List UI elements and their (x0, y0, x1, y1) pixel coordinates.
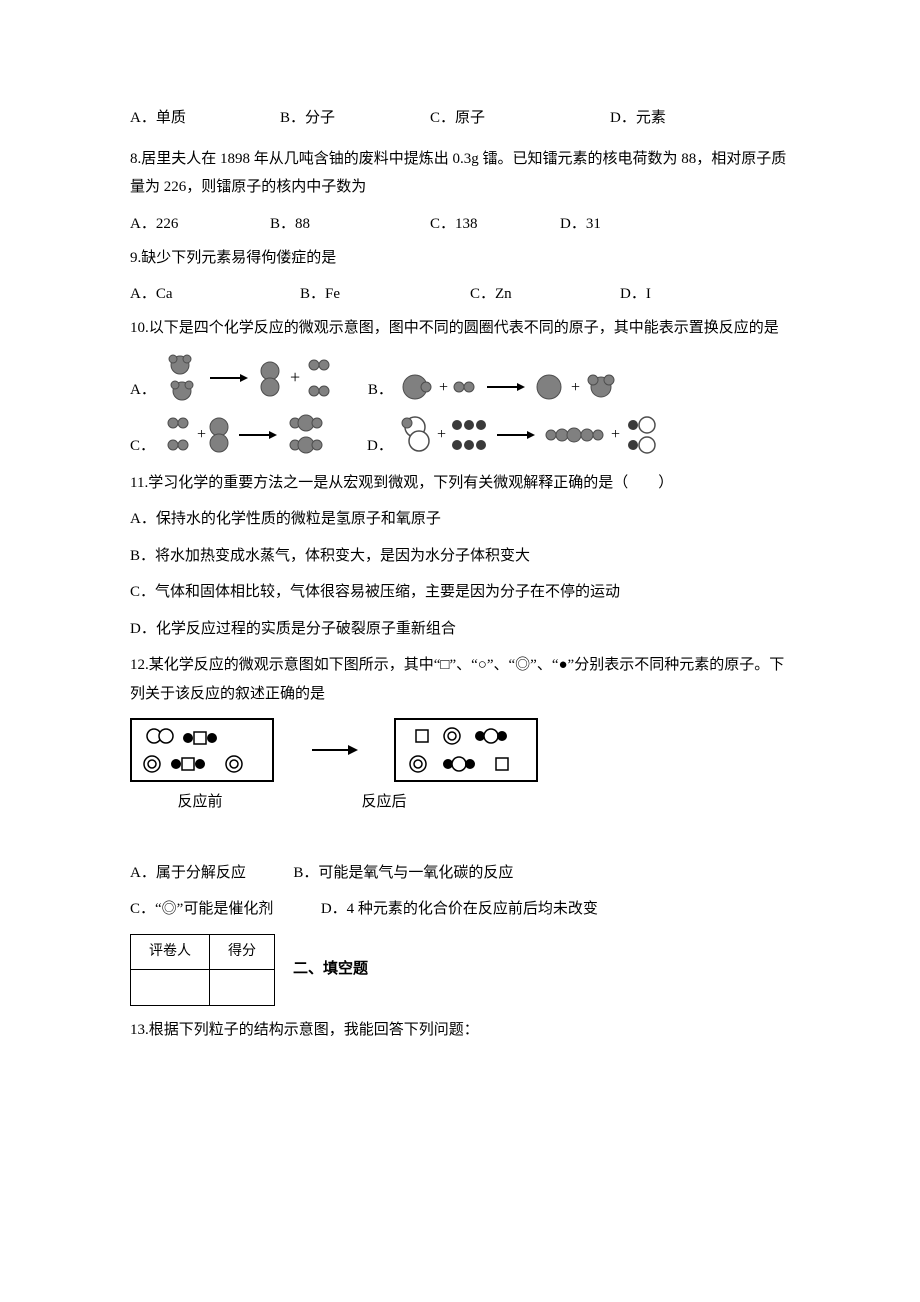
q11-opt-a: A．保持水的化学性质的微粒是氢原子和氧原子 (130, 505, 790, 534)
svg-text:+: + (571, 379, 580, 396)
q10-diagram-d: + + (399, 411, 719, 461)
q10-label-a: A． (130, 376, 156, 405)
q7-options: A．单质 B．分子 C．原子 D．元素 (130, 104, 790, 133)
q9-opt-c: C．Zn (470, 280, 512, 309)
q12-captions: 反应前 反应后 (130, 788, 790, 817)
q11-opt-b: B．将水加热变成水蒸气，体积变大，是因为水分子体积变大 (130, 542, 790, 571)
q10-row1: A． + B． + (130, 351, 790, 405)
score-header-2: 得分 (210, 934, 275, 970)
q12-caption-before: 反应前 (130, 788, 270, 817)
q11-opt-c: C．气体和固体相比较，气体很容易被压缩，主要是因为分子在不停的运动 (130, 578, 790, 607)
q12-opt-b: B．可能是氧气与一氧化碳的反应 (293, 865, 513, 881)
q12-options-row1: A．属于分解反应 B．可能是氧气与一氧化碳的反应 (130, 859, 790, 888)
score-cell-2 (210, 970, 275, 1006)
q12-box-before (130, 718, 274, 782)
q12-arrow-icon (310, 740, 358, 760)
q8-opt-a: A．226 (130, 210, 178, 239)
svg-text:+: + (437, 426, 446, 443)
q10-label-d: D． (367, 432, 393, 461)
q10-diagram-b: + + (399, 365, 689, 405)
q10-diagram-a: + (162, 351, 362, 405)
q9-options: A．Ca B．Fe C．Zn D．I (130, 280, 790, 302)
svg-text:+: + (290, 367, 300, 387)
q12-stem: 12.某化学反应的微观示意图如下图所示，其中“□”、“○”、“◎”、“●”分别表… (130, 651, 790, 708)
q10-stem: 10.以下是四个化学反应的微观示意图，图中不同的圆圈代表不同的原子，其中能表示置… (130, 314, 790, 343)
q9-opt-d: D．I (620, 280, 651, 309)
q10-diagram-c: + (161, 411, 361, 461)
q12-box-after (394, 718, 538, 782)
q10-label-c: C． (130, 432, 155, 461)
q8-opt-b: B．88 (270, 210, 310, 239)
svg-text:+: + (439, 379, 448, 396)
svg-text:+: + (197, 426, 206, 443)
q11-opt-d: D．化学反应过程的实质是分子破裂原子重新组合 (130, 615, 790, 644)
q8-stem: 8.居里夫人在 1898 年从几吨含铀的废料中提炼出 0.3g 镭。已知镭元素的… (130, 145, 790, 202)
q11-stem: 11.学习化学的重要方法之一是从宏观到微观，下列有关微观解释正确的是（ ） (130, 469, 790, 498)
q12-opt-d: D．4 种元素的化合价在反应前后均未改变 (321, 901, 598, 917)
q13-stem: 13.根据下列粒子的结构示意图，我能回答下列问题： (130, 1016, 790, 1045)
q12-opt-a: A．属于分解反应 (130, 865, 246, 881)
q7-opt-b: B．分子 (280, 104, 335, 133)
q7-opt-d: D．元素 (610, 104, 666, 133)
section2-row: 评卷人 得分 二、填空题 (130, 934, 790, 1006)
score-header-1: 评卷人 (131, 934, 210, 970)
q9-opt-a: A．Ca (130, 280, 173, 309)
score-table: 评卷人 得分 (130, 934, 275, 1006)
score-cell-1 (131, 970, 210, 1006)
q8-opt-c: C．138 (430, 210, 478, 239)
q10-row2: C． + D． + (130, 411, 790, 461)
q8-opt-d: D．31 (560, 210, 601, 239)
section2-heading: 二、填空题 (293, 955, 368, 984)
q8-options: A．226 B．88 C．138 D．31 (130, 210, 790, 232)
q7-opt-c: C．原子 (430, 104, 485, 133)
q12-options-row2: C．“◎”可能是催化剂 D．4 种元素的化合价在反应前后均未改变 (130, 895, 790, 924)
q7-opt-a: A．单质 (130, 104, 186, 133)
q12-opt-c: C．“◎”可能是催化剂 (130, 901, 273, 917)
q12-diagram (130, 718, 790, 782)
q9-stem: 9.缺少下列元素易得佝偻症的是 (130, 244, 790, 273)
q12-caption-after: 反应后 (362, 788, 502, 817)
q10-label-b: B． (368, 376, 393, 405)
q9-opt-b: B．Fe (300, 280, 340, 309)
svg-text:+: + (611, 426, 620, 443)
